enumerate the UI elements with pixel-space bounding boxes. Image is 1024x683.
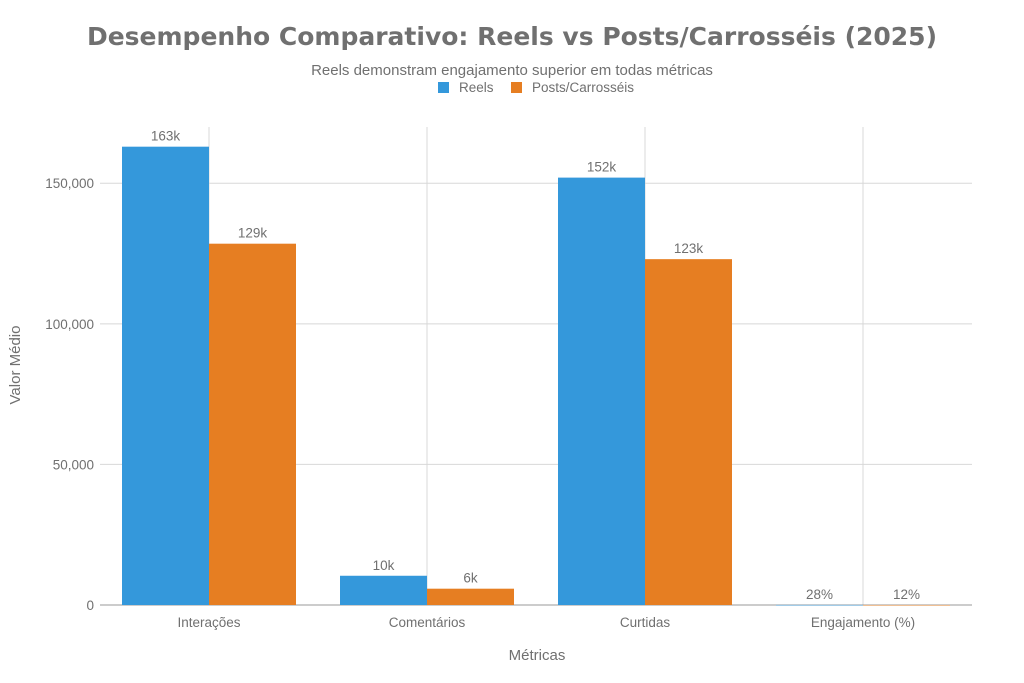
chart-title: Desempenho Comparativo: Reels vs Posts/C… [87,22,937,51]
bar-reels [122,146,209,605]
y-tick-label: 50,000 [53,457,94,472]
y-tick-label: 100,000 [45,317,94,332]
x-tick-label: Interações [177,615,240,630]
data-label: 28% [806,587,833,602]
chart-subtitle: Reels demonstram engajamento superior em… [311,62,713,79]
bar-posts [645,259,732,605]
bar-posts [209,243,296,605]
x-tick-label: Comentários [389,615,466,630]
bar-posts [863,604,950,606]
data-label: 129k [238,226,268,241]
x-tick-label: Curtidas [620,615,671,630]
data-label: 152k [587,160,617,175]
legend-swatch-reels [438,82,449,93]
bar-reels [558,177,645,606]
bar-reels [340,575,427,605]
y-axis-title: Valor Médio [7,326,24,405]
y-tick-label: 150,000 [45,176,94,191]
legend-label-reels[interactable]: Reels [459,80,494,95]
legend-swatch-posts [511,82,522,93]
data-label: 163k [151,129,181,144]
data-label: 6k [463,571,478,586]
x-axis-title: Métricas [509,647,566,664]
data-label: 123k [674,241,704,256]
legend: Reels Posts/Carrosséis [438,80,634,95]
bar-posts [427,588,514,605]
bar-reels [776,604,863,606]
y-tick-label: 0 [86,598,94,613]
data-label: 10k [373,558,395,573]
legend-label-posts[interactable]: Posts/Carrosséis [532,80,634,95]
data-label: 12% [893,587,920,602]
x-tick-label: Engajamento (%) [811,615,915,630]
